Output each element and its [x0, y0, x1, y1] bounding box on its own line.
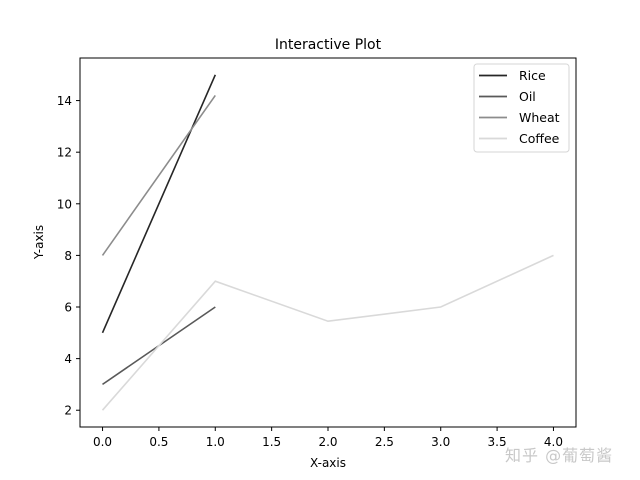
legend-label: Wheat — [519, 110, 560, 125]
y-tick-label: 14 — [57, 94, 72, 108]
y-tick-label: 6 — [64, 301, 72, 315]
x-tick-label: 1.0 — [206, 435, 225, 449]
x-tick-label: 3.0 — [431, 435, 450, 449]
legend: Rice Oil Wheat Coffee — [473, 63, 570, 153]
y-tick-label: 8 — [64, 249, 72, 263]
legend-label: Oil — [519, 89, 536, 104]
y-tick-label: 12 — [57, 146, 72, 160]
x-tick-label: 4.0 — [544, 435, 563, 449]
series-line-wheat — [101, 94, 216, 256]
legend-label: Coffee — [519, 131, 560, 146]
x-axis-label: X-axis — [310, 456, 346, 470]
watermark: 知乎 @葡萄酱 — [505, 446, 614, 465]
x-tick-label: 1.5 — [262, 435, 281, 449]
chart-title: Interactive Plot — [275, 37, 382, 53]
x-tick-label: 0.0 — [93, 435, 112, 449]
x-tick-label: 3.5 — [488, 435, 507, 449]
y-tick-label: 2 — [64, 404, 72, 418]
series-line-rice — [101, 74, 217, 334]
y-tick-label: 10 — [57, 197, 72, 211]
x-tick-label: 0.5 — [149, 435, 168, 449]
y-tick-label: 4 — [64, 352, 72, 366]
x-tick-label: 2.0 — [318, 435, 337, 449]
series-line-coffee — [101, 254, 554, 411]
plot-lines — [101, 74, 554, 411]
legend-box — [473, 63, 570, 153]
y-axis-ticks: 2 4 6 8 10 12 14 — [57, 94, 80, 418]
legend-label: Rice — [519, 68, 546, 83]
x-tick-label: 2.5 — [375, 435, 394, 449]
y-axis-label: Y-axis — [32, 225, 46, 260]
x-axis-ticks: 0.0 0.5 1.0 1.5 2.0 2.5 3.0 3.5 4.0 — [93, 427, 563, 449]
